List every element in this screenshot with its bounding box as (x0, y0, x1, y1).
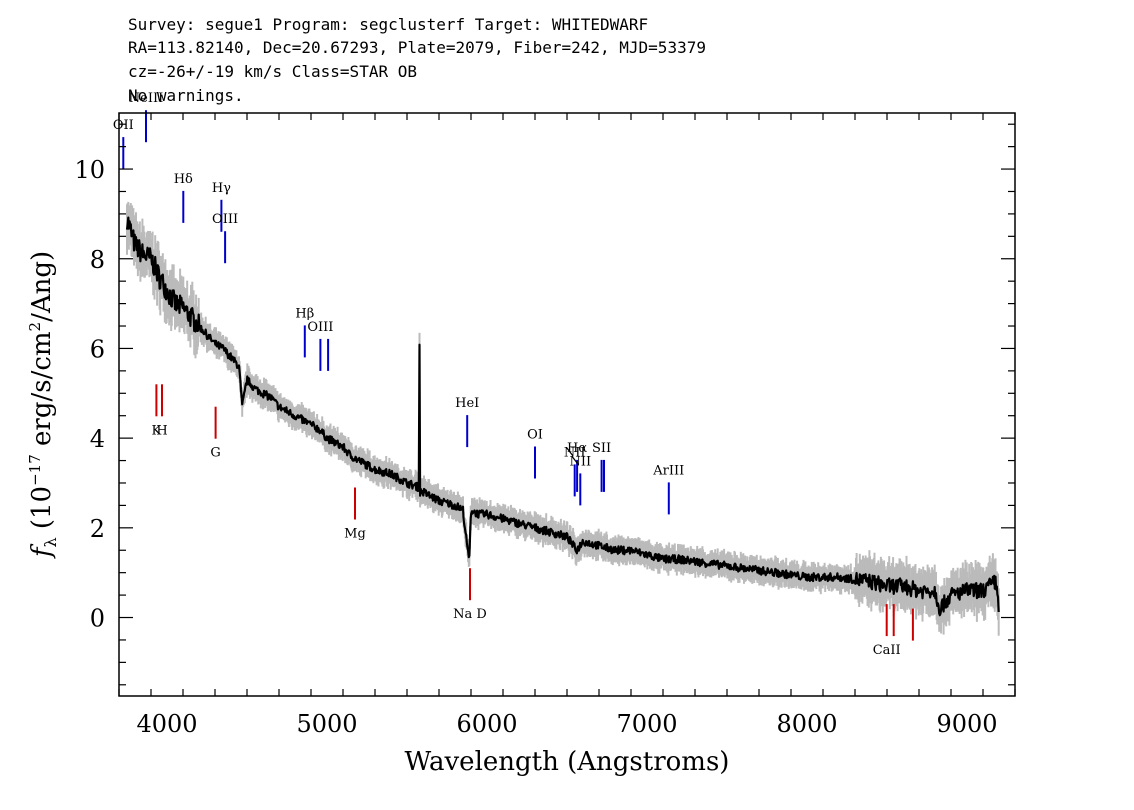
y-tick-label: 4 (90, 425, 105, 453)
x-tick-label: 9000 (936, 710, 997, 738)
y-axis-label: fλ (10−17 erg/s/cm2/Ang) (26, 251, 60, 559)
line-label: NII (564, 445, 586, 460)
header-line-2: RA=113.82140, Dec=20.67293, Plate=2079, … (128, 38, 706, 57)
line-label: OII (113, 118, 134, 133)
line-label: Mg (344, 527, 366, 542)
x-tick-label: 4000 (136, 710, 197, 738)
y-tick-label: 6 (90, 335, 105, 363)
flux-series-line (125, 216, 1000, 617)
y-tick-label: 8 (90, 246, 105, 274)
x-tick-label: 6000 (456, 710, 517, 738)
header-line-1: Survey: segue1 Program: segclusterf Targ… (128, 15, 648, 34)
line-label: OIII (307, 320, 333, 335)
line-label: ArIII (652, 463, 684, 478)
line-label: OIII (212, 212, 238, 227)
spectral-line-markers: OIINeIIIHδHγOIIIHβOIIIHeIOINIIHαNIISIIAr… (113, 91, 914, 658)
x-tick-label: 5000 (296, 710, 357, 738)
line-label: CaII (873, 643, 901, 658)
line-label: NII (569, 454, 591, 469)
x-tick-label: 8000 (776, 710, 837, 738)
y-tick-label: 10 (74, 156, 105, 184)
axis-ticks: 4000 5000 6000 7000 8000 9000 0 2 4 6 8 10 (74, 113, 1016, 738)
line-label: K (152, 423, 162, 438)
x-tick-label: 7000 (616, 710, 677, 738)
line-label: H (156, 423, 167, 438)
y-tick-label: 2 (90, 515, 105, 543)
line-label: Hβ (295, 306, 314, 321)
x-axis-label: Wavelength (Angstroms) (405, 747, 730, 777)
line-label: Hδ (174, 172, 193, 187)
line-label: Hα (567, 441, 587, 456)
error-band (126, 201, 1000, 636)
line-label: Hγ (212, 181, 231, 196)
y-tick-label: 0 (90, 605, 105, 633)
header-line-4: No warnings. (128, 86, 244, 105)
line-label: SII (592, 441, 611, 456)
line-label: G (210, 446, 220, 461)
line-label: OI (527, 428, 543, 443)
line-label: HeI (455, 396, 479, 411)
line-label: NeIII (129, 91, 163, 106)
header-line-3: cz=-26+/-19 km/s Class=STAR OB (128, 62, 417, 81)
line-label: Na D (453, 607, 487, 622)
